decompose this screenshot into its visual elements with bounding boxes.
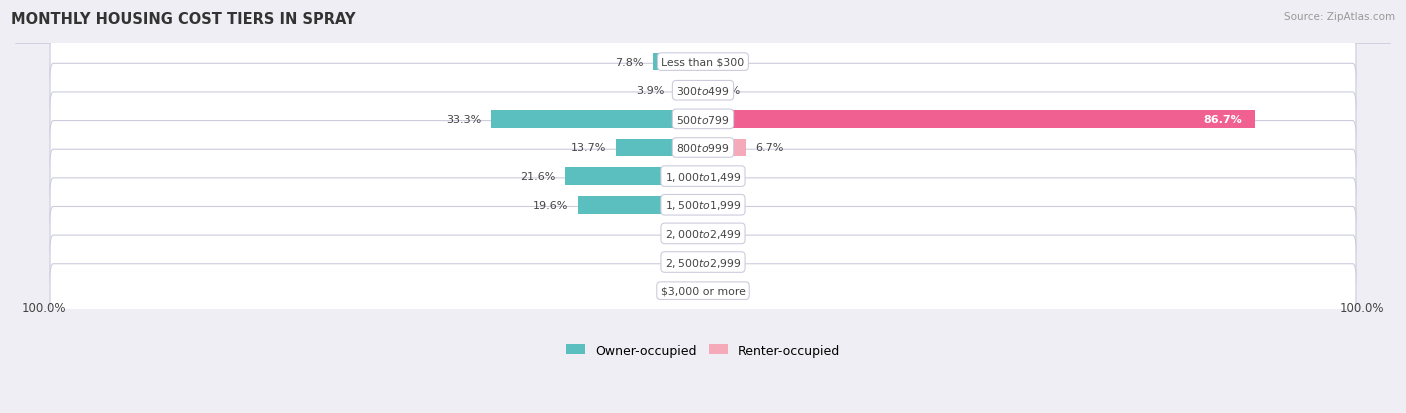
Bar (654, 54, 703, 71)
Bar (703, 139, 745, 157)
Text: MONTHLY HOUSING COST TIERS IN SPRAY: MONTHLY HOUSING COST TIERS IN SPRAY (11, 12, 356, 27)
Text: 3.9%: 3.9% (637, 86, 665, 96)
FancyBboxPatch shape (51, 178, 1355, 232)
Text: $3,000 or more: $3,000 or more (661, 286, 745, 296)
Text: $300 to $499: $300 to $499 (676, 85, 730, 97)
Text: $800 to $999: $800 to $999 (676, 142, 730, 154)
Text: 0.0%: 0.0% (713, 200, 741, 210)
FancyBboxPatch shape (51, 93, 1355, 147)
Text: 100.0%: 100.0% (21, 301, 66, 314)
Text: $2,500 to $2,999: $2,500 to $2,999 (665, 256, 741, 269)
Text: 0.0%: 0.0% (665, 286, 693, 296)
Text: 0.0%: 0.0% (713, 86, 741, 96)
Bar (491, 111, 703, 128)
Text: 21.6%: 21.6% (520, 172, 555, 182)
Text: 0.0%: 0.0% (713, 172, 741, 182)
Text: 0.0%: 0.0% (713, 229, 741, 239)
Text: 100.0%: 100.0% (1340, 301, 1385, 314)
Text: 7.8%: 7.8% (616, 57, 644, 67)
FancyBboxPatch shape (51, 121, 1355, 175)
Text: $2,000 to $2,499: $2,000 to $2,499 (665, 227, 741, 240)
Bar (703, 111, 1256, 128)
Bar (578, 197, 703, 214)
FancyBboxPatch shape (51, 264, 1355, 318)
Text: Source: ZipAtlas.com: Source: ZipAtlas.com (1284, 12, 1395, 22)
Bar (565, 168, 703, 185)
Text: 19.6%: 19.6% (533, 200, 568, 210)
Text: $1,000 to $1,499: $1,000 to $1,499 (665, 170, 741, 183)
Text: Less than $300: Less than $300 (661, 57, 745, 67)
Text: 33.3%: 33.3% (446, 114, 481, 125)
Text: $1,500 to $1,999: $1,500 to $1,999 (665, 199, 741, 212)
FancyBboxPatch shape (51, 64, 1355, 118)
Legend: Owner-occupied, Renter-occupied: Owner-occupied, Renter-occupied (561, 339, 845, 362)
FancyBboxPatch shape (51, 150, 1355, 204)
Text: 6.7%: 6.7% (755, 143, 783, 153)
Text: 0.0%: 0.0% (713, 257, 741, 267)
Text: 0.0%: 0.0% (713, 286, 741, 296)
Text: $500 to $799: $500 to $799 (676, 114, 730, 126)
Bar (675, 82, 703, 100)
FancyBboxPatch shape (51, 36, 1355, 89)
Bar (616, 139, 703, 157)
Text: 0.0%: 0.0% (713, 57, 741, 67)
Text: 0.0%: 0.0% (665, 229, 693, 239)
Text: 0.0%: 0.0% (665, 257, 693, 267)
Text: 86.7%: 86.7% (1204, 114, 1243, 125)
Text: 13.7%: 13.7% (571, 143, 606, 153)
FancyBboxPatch shape (51, 207, 1355, 261)
FancyBboxPatch shape (51, 235, 1355, 289)
